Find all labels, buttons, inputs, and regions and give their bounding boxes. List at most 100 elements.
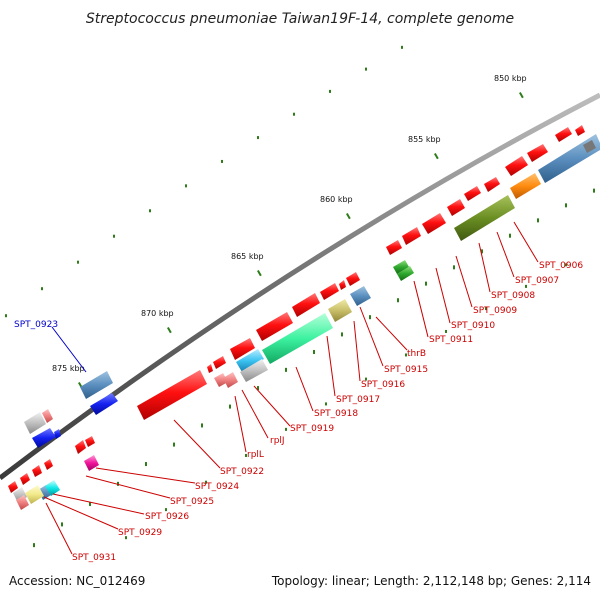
gene-feature[interactable] [32,465,42,477]
leader-line [295,366,314,412]
gene-feature[interactable] [386,240,402,255]
gene-label[interactable]: SPT_0916 [361,380,405,390]
guide-dot [401,45,403,49]
gene-label[interactable]: SPT_0929 [118,528,162,538]
gene-feature[interactable] [575,125,585,136]
gene-feature[interactable] [346,272,360,286]
leader-line [43,496,119,530]
guide-dot [61,522,63,527]
leader-line [478,242,491,293]
gene-feature[interactable] [20,473,30,485]
guide-dot [229,404,231,409]
gene-label[interactable]: SPT_0926 [145,512,189,522]
gene-feature[interactable] [256,312,293,341]
gene-feature[interactable] [484,177,500,192]
gene-feature[interactable] [84,455,99,471]
gene-feature[interactable] [320,283,339,300]
gene-feature[interactable] [213,356,226,369]
gene-feature[interactable] [350,286,371,306]
scale-tick [257,270,262,277]
leader-line [51,326,87,373]
gene-feature[interactable] [90,393,118,415]
guide-dot [341,332,343,337]
guide-dot [285,367,287,372]
gene-feature[interactable] [402,227,421,245]
guide-dot [125,536,127,540]
gene-feature[interactable] [8,481,18,493]
guide-dot [149,209,151,213]
gene-feature[interactable] [464,186,481,201]
guide-dot [453,265,455,270]
gene-feature[interactable] [223,372,238,388]
scale-label: 855 kbp [408,135,441,144]
gene-feature[interactable] [25,485,44,504]
gene-feature[interactable] [339,280,346,290]
gene-feature[interactable] [555,127,572,142]
gene-feature[interactable] [262,313,333,364]
gene-feature[interactable] [393,260,409,274]
gene-feature[interactable] [214,373,228,387]
guide-dot [525,284,527,288]
gene-label[interactable]: SPT_0919 [290,424,334,434]
gene-feature[interactable] [583,140,596,153]
guide-dot [5,314,7,318]
gene-label[interactable]: SPT_0931 [72,553,116,563]
gene-feature[interactable] [230,338,255,360]
gene-feature[interactable] [85,436,95,447]
gene-label[interactable]: SPT_0906 [539,261,583,271]
gene-label[interactable]: SPT_0923 [14,320,58,330]
guide-dot [445,329,447,333]
gene-label[interactable]: SPT_0908 [491,291,535,301]
gene-feature[interactable] [422,213,446,234]
gene-label[interactable]: SPT_0917 [336,395,380,405]
leader-line [52,493,145,515]
guide-dot [201,423,203,428]
gene-label[interactable]: SPT_0924 [195,482,239,492]
gene-label[interactable]: thrB [407,349,426,359]
gene-label[interactable]: SPT_0922 [220,467,264,477]
gene-label[interactable]: SPT_0909 [473,306,517,316]
gene-label[interactable]: SPT_0918 [314,409,358,419]
guide-dot [485,307,487,311]
leader-line [359,306,384,367]
gene-feature[interactable] [240,359,268,382]
gene-feature[interactable] [45,480,60,496]
guide-dot [89,501,91,506]
leader-line [455,255,473,308]
gene-feature[interactable] [137,370,207,420]
scale-tick [166,327,172,334]
gene-label[interactable]: SPT_0925 [170,497,214,507]
gene-feature[interactable] [236,349,264,372]
gene-feature[interactable] [292,293,320,317]
gene-feature[interactable] [505,156,528,176]
gene-feature[interactable] [75,440,86,454]
gene-feature[interactable] [42,409,53,423]
gene-label[interactable]: SPT_0915 [384,365,428,375]
leader-line [95,467,196,484]
guide-dot [185,184,187,188]
gene-feature[interactable] [32,428,56,448]
guide-dot [205,480,207,484]
guide-dot [593,188,595,193]
gene-feature[interactable] [80,371,113,399]
gene-feature[interactable] [54,429,61,439]
gene-label[interactable]: SPT_0907 [515,276,559,286]
gene-feature[interactable] [454,195,515,241]
label-leaders [43,221,539,555]
gene-feature[interactable] [447,199,465,216]
guide-dot [221,159,223,163]
gene-label[interactable]: SPT_0911 [429,335,473,345]
gene-label[interactable]: rplJ [270,436,285,446]
gene-feature[interactable] [328,299,352,322]
gene-feature[interactable] [527,144,548,162]
gene-label[interactable]: SPT_0910 [451,321,495,331]
gene-feature[interactable] [44,459,53,470]
gene-feature[interactable] [207,364,213,373]
guide-dot [77,260,79,264]
gene-label[interactable]: rplL [247,450,264,460]
gene-feature[interactable] [510,173,541,199]
gene-feature[interactable] [24,412,46,434]
gene-feature[interactable] [16,495,29,510]
genome-backbone [0,92,600,480]
gene-feature[interactable] [397,266,414,281]
